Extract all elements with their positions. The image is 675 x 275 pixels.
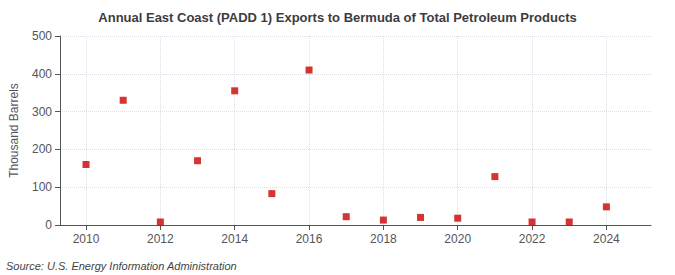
svg-text:200: 200 bbox=[32, 142, 52, 156]
svg-text:2022: 2022 bbox=[519, 232, 546, 246]
svg-text:400: 400 bbox=[32, 67, 52, 81]
svg-text:500: 500 bbox=[32, 29, 52, 43]
svg-text:2010: 2010 bbox=[73, 232, 100, 246]
svg-text:2016: 2016 bbox=[296, 232, 323, 246]
svg-text:100: 100 bbox=[32, 180, 52, 194]
svg-text:0: 0 bbox=[45, 218, 52, 232]
svg-text:2012: 2012 bbox=[147, 232, 174, 246]
svg-text:300: 300 bbox=[32, 105, 52, 119]
svg-text:2024: 2024 bbox=[593, 232, 620, 246]
svg-text:2020: 2020 bbox=[444, 232, 471, 246]
svg-text:Source: U.S. Energy Informatio: Source: U.S. Energy Information Administ… bbox=[6, 260, 237, 272]
svg-text:2014: 2014 bbox=[221, 232, 248, 246]
svg-text:Annual East Coast (PADD 1) Exp: Annual East Coast (PADD 1) Exports to Be… bbox=[98, 10, 576, 25]
svg-text:Thousand Barrels: Thousand Barrels bbox=[7, 83, 21, 178]
svg-text:2018: 2018 bbox=[370, 232, 397, 246]
